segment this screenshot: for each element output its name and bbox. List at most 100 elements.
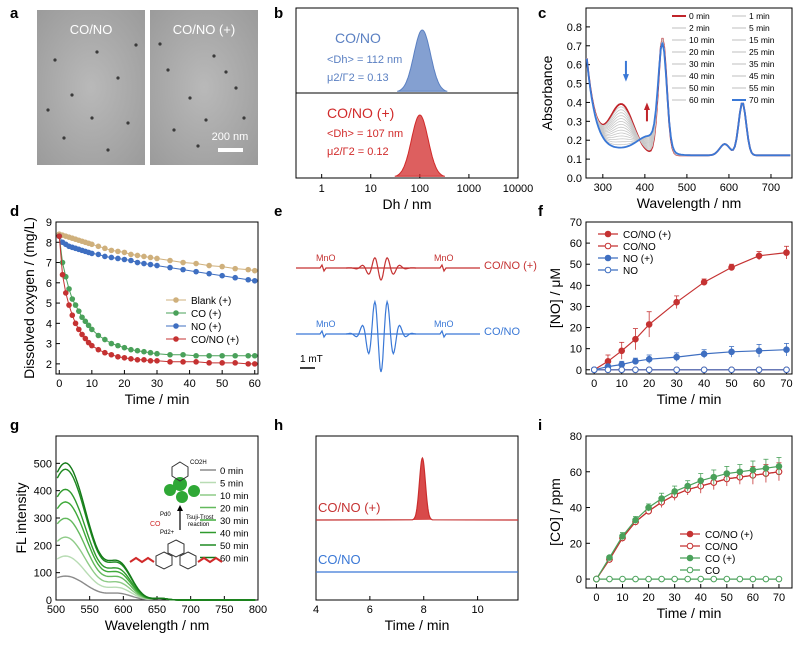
oxygen-point xyxy=(232,352,238,359)
oxygen-point xyxy=(102,349,108,356)
fl-xtick-label: 800 xyxy=(249,604,267,616)
oxygen-point xyxy=(134,259,141,266)
oxygen-point xyxy=(56,233,63,239)
oxygen-point xyxy=(147,358,154,364)
oxygen-xlabel: Time / min xyxy=(125,391,190,407)
uvvis-legend-label: 30 min xyxy=(689,59,715,69)
oxygen-ylabel: Dissolved oxygen / (mg/L) xyxy=(21,217,37,379)
oxygen-point xyxy=(128,346,134,353)
oxygen-ytick-label: 8 xyxy=(46,237,52,249)
uvvis-xtick-label: 400 xyxy=(636,182,654,194)
oxygen-point xyxy=(115,248,121,255)
tem-particle xyxy=(116,76,120,80)
uvvis-series-line xyxy=(585,42,791,157)
fl-legend-label: 30 min xyxy=(220,516,249,527)
gc-xtick-label: 4 xyxy=(313,604,319,616)
dls-sample-top-name: CO/NO xyxy=(335,30,381,46)
epr-mno-label-1: MnO xyxy=(316,253,336,263)
uvvis-down-arrow-head xyxy=(622,74,629,82)
oxygen-point xyxy=(62,290,69,296)
uvvis-legend-label: 35 min xyxy=(749,59,775,69)
dls-sample-bottom-name: CO/NO (+) xyxy=(327,105,394,121)
i-point xyxy=(697,477,705,485)
panel-d-letter: d xyxy=(10,203,19,220)
reaction-scheme-inset: CO2H Tsuji-Trost reaction Pd0 CO Pd2+ xyxy=(129,460,223,570)
oxygen-point xyxy=(79,331,85,338)
oxygen-point xyxy=(180,266,186,273)
f-chart-ytick-label: 30 xyxy=(570,301,582,313)
i-chart-xtick-label: 0 xyxy=(593,592,599,604)
oxygen-point xyxy=(59,259,66,266)
f-chart-xtick-label: 10 xyxy=(616,378,628,390)
oxygen-point xyxy=(141,253,147,260)
panel-h-plot: 4 6 8 10 Time / min xyxy=(313,435,519,633)
oxygen-point xyxy=(134,347,141,354)
oxygen-point xyxy=(193,260,199,267)
oxygen-point xyxy=(76,308,82,314)
i-point xyxy=(671,575,678,583)
oxygen-legend-label: CO (+) xyxy=(191,309,221,320)
uvvis-ytick-label: 0.1 xyxy=(567,154,582,166)
f-legend-label: NO (+) xyxy=(623,254,653,265)
fl-legend-label: 0 min xyxy=(220,466,243,477)
f-point xyxy=(618,366,626,374)
dls-distribution xyxy=(397,29,448,92)
oxygen-point xyxy=(147,261,154,268)
oxygen-point xyxy=(232,360,238,366)
tem-particle xyxy=(95,50,99,54)
i-point xyxy=(723,470,731,477)
oxygen-point xyxy=(115,255,121,262)
f-chart-xtick-label: 40 xyxy=(698,378,710,390)
uvvis-legend-label: 15 min xyxy=(749,35,775,45)
oxygen-legend-label: Blank (+) xyxy=(191,296,231,307)
epr-spectrum-bottom-baseline xyxy=(296,329,480,339)
fl-xtick-label: 650 xyxy=(148,604,166,616)
oxygen-legend-marker xyxy=(173,323,179,329)
i-chart-ytick-label: 80 xyxy=(570,431,582,443)
epr-mno-label-3: MnO xyxy=(316,319,336,329)
f-point xyxy=(755,347,763,355)
f-point xyxy=(604,366,612,374)
tem-particle xyxy=(134,43,138,47)
uvvis-legend-label: 5 min xyxy=(749,23,770,33)
oxygen-legend-marker xyxy=(173,297,179,303)
tem-scale-bar-label: 200 nm xyxy=(212,131,249,143)
f-point xyxy=(700,366,708,374)
oxygen-point xyxy=(82,318,89,325)
oxygen-point xyxy=(121,344,128,351)
panel-d-plot: 0 10 20 30 40 50 60 2 3 4 5 6 7 8 9 Time / min Dissolved… xyxy=(21,217,261,407)
i-chart-frame xyxy=(585,435,793,589)
f-point xyxy=(645,321,653,328)
oxygen-point xyxy=(79,314,85,321)
dls-sample-top-dh: <Dh> = 112 nm xyxy=(327,54,402,66)
dls-xtick-label: 100 xyxy=(411,183,429,195)
oxygen-point xyxy=(167,257,173,264)
gc-label-bottom: CO/NO xyxy=(318,552,361,567)
oxygen-point xyxy=(128,257,134,264)
f-point xyxy=(604,358,612,365)
uvvis-legend-label: 25 min xyxy=(749,47,775,57)
oxygen-point xyxy=(66,302,72,308)
f-chart-ylabel: [NO] / μM xyxy=(547,268,563,328)
oxygen-point xyxy=(154,358,160,364)
i-point xyxy=(658,495,665,502)
i-legend-label: CO xyxy=(705,566,720,577)
f-chart-xtick-label: 60 xyxy=(753,378,765,390)
f-point xyxy=(700,278,708,286)
oxygen-point xyxy=(102,336,108,343)
i-point xyxy=(762,464,770,472)
uvvis-legend-label: 55 min xyxy=(749,83,775,93)
f-chart-ytick-label: 60 xyxy=(570,238,582,250)
uvvis-legend-label: 70 min xyxy=(749,95,775,105)
i-chart-xtick-label: 10 xyxy=(616,592,628,604)
inset-co: CO xyxy=(150,521,161,528)
oxygen-point xyxy=(95,332,102,339)
dls-sample-bottom-pdi: μ2/Γ2 = 0.12 xyxy=(327,146,389,158)
fl-legend-label: 20 min xyxy=(220,504,249,515)
f-chart-frame xyxy=(585,221,793,375)
f-point xyxy=(783,366,790,374)
uvvis-legend-label: 50 min xyxy=(689,83,715,93)
f-chart-xtick-label: 20 xyxy=(643,378,655,390)
uvvis-ytick-label: 0.8 xyxy=(567,22,582,34)
tem-particle xyxy=(90,116,94,120)
